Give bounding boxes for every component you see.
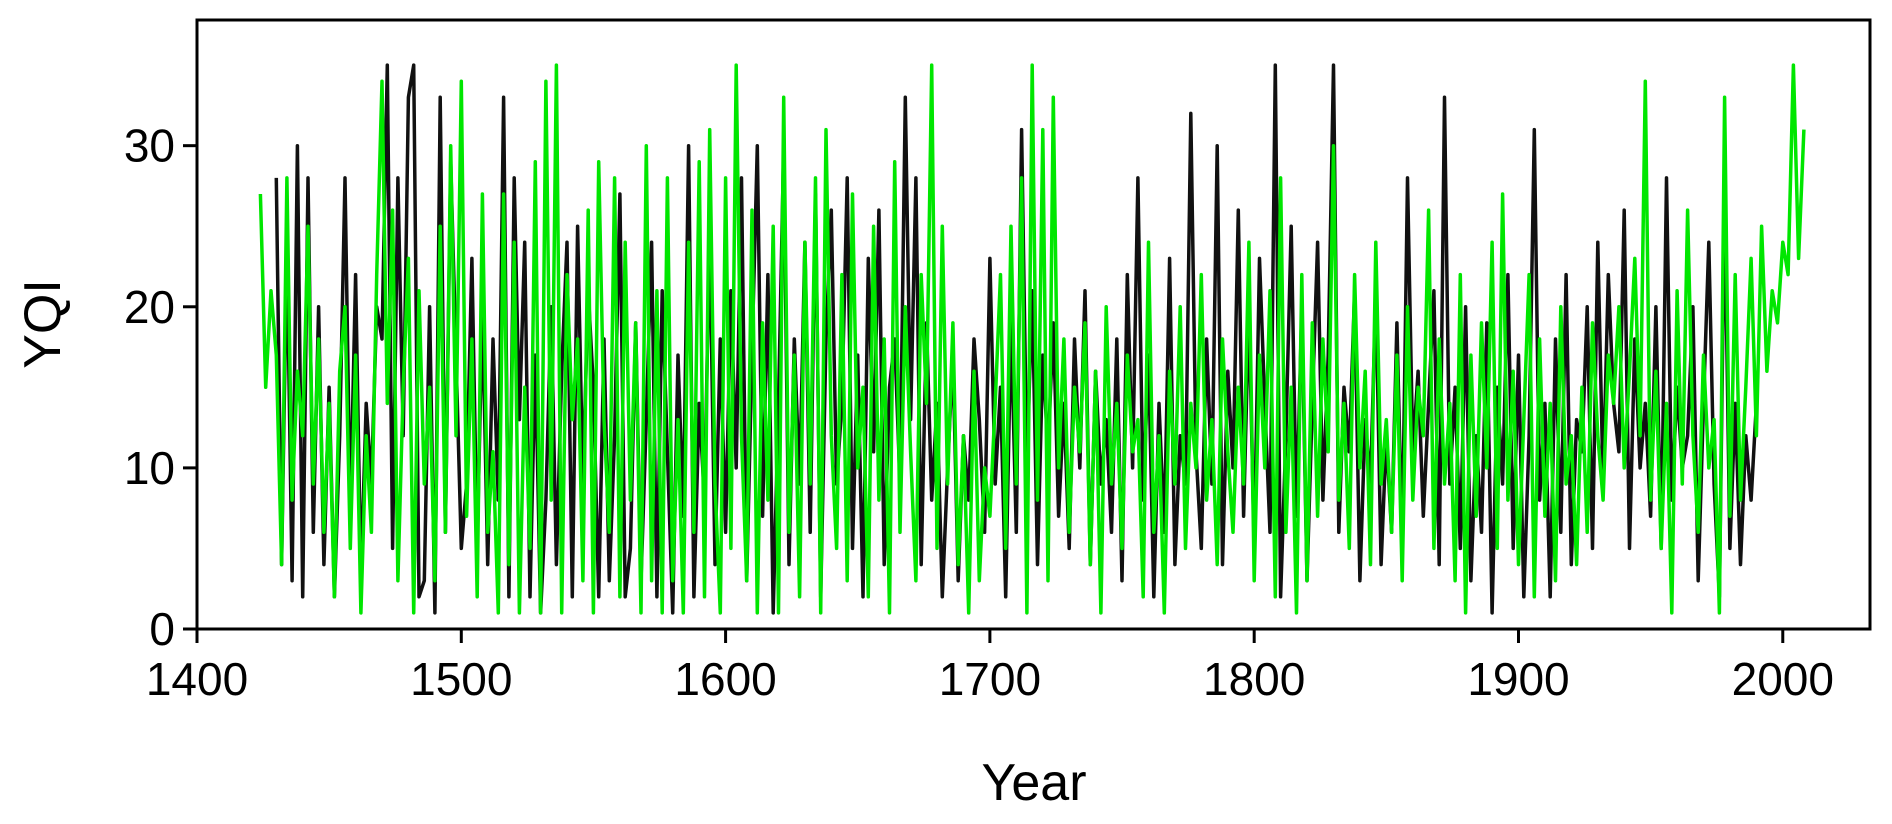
x-tick-label: 1800 xyxy=(1203,653,1305,705)
y-axis-title: YQI xyxy=(14,279,72,369)
y-tick-label: 0 xyxy=(149,603,175,655)
plot-frame xyxy=(195,18,1872,631)
y-tick-label: 20 xyxy=(124,281,175,333)
y-tick-label: 10 xyxy=(124,442,175,494)
series-line xyxy=(258,63,1806,615)
x-axis-title: Year xyxy=(981,754,1086,812)
x-tick-label: 1500 xyxy=(410,653,512,705)
x-tick-label: 1400 xyxy=(146,653,248,705)
x-tick-label: 1600 xyxy=(674,653,776,705)
x-tick-label: 2000 xyxy=(1732,653,1834,705)
y-tick-label: 30 xyxy=(124,120,175,172)
x-tick-label: 1700 xyxy=(939,653,1041,705)
series-line xyxy=(274,63,1759,615)
x-tick-label: 1900 xyxy=(1467,653,1569,705)
